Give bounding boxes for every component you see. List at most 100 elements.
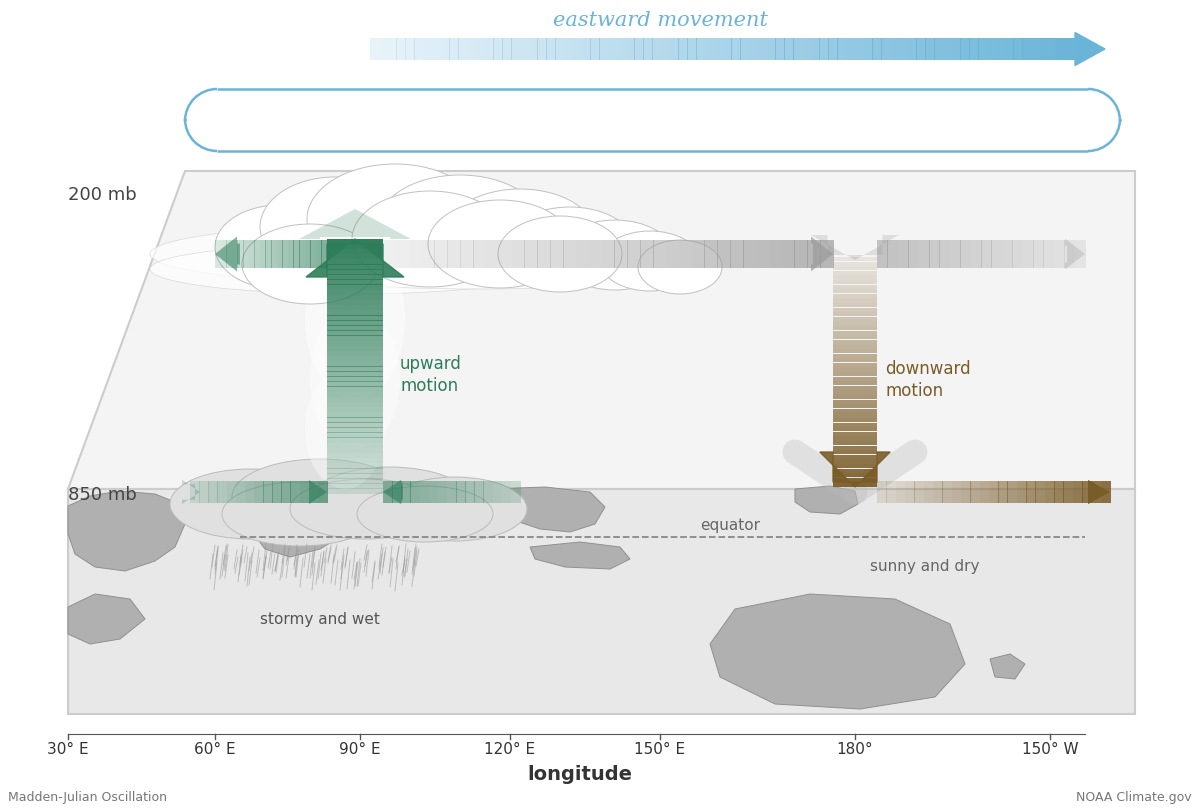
Bar — [833, 437, 877, 441]
Bar — [209, 482, 218, 504]
Bar — [833, 372, 877, 376]
Bar — [328, 356, 383, 362]
Bar — [833, 276, 877, 280]
Bar — [328, 367, 383, 372]
Polygon shape — [490, 487, 605, 532]
Bar — [833, 382, 877, 386]
Bar — [305, 241, 311, 268]
Bar — [925, 39, 935, 61]
Bar — [757, 39, 767, 61]
Bar — [833, 400, 877, 404]
Bar — [1013, 241, 1024, 268]
Bar — [328, 336, 383, 341]
Bar — [833, 405, 877, 409]
Bar — [679, 241, 692, 268]
Bar — [794, 241, 808, 268]
Bar — [998, 482, 1008, 504]
Bar — [940, 241, 950, 268]
Text: Madden-Julian Oscillation: Madden-Julian Oscillation — [8, 790, 167, 803]
Bar — [263, 482, 272, 504]
Text: stormy and wet: stormy and wet — [260, 611, 380, 627]
Bar — [722, 39, 732, 61]
Bar — [924, 482, 934, 504]
Ellipse shape — [358, 487, 493, 543]
Bar — [328, 412, 383, 418]
Bar — [538, 39, 547, 61]
Bar — [328, 255, 383, 260]
Bar — [316, 241, 322, 268]
Ellipse shape — [310, 310, 400, 449]
Bar — [529, 39, 538, 61]
Bar — [661, 39, 670, 61]
Bar — [890, 39, 899, 61]
Ellipse shape — [383, 478, 527, 541]
Bar — [328, 362, 383, 367]
Bar — [934, 39, 943, 61]
Text: 30° E: 30° E — [47, 741, 89, 756]
Bar — [625, 39, 635, 61]
Bar — [1036, 482, 1045, 504]
Bar — [942, 482, 952, 504]
Bar — [718, 241, 731, 268]
Bar — [328, 427, 383, 433]
Bar — [838, 39, 846, 61]
Bar — [833, 272, 877, 276]
Ellipse shape — [260, 246, 700, 290]
Bar — [328, 489, 383, 495]
Bar — [1026, 482, 1036, 504]
Bar — [379, 39, 388, 61]
Bar — [905, 482, 914, 504]
Text: 200 mb: 200 mb — [68, 186, 137, 204]
Bar — [1016, 482, 1027, 504]
Ellipse shape — [222, 483, 378, 547]
Bar — [556, 39, 564, 61]
Bar — [833, 267, 877, 271]
Bar — [833, 331, 877, 335]
Bar — [888, 241, 899, 268]
Bar — [1073, 482, 1082, 504]
Bar — [484, 482, 493, 504]
Bar — [833, 474, 877, 478]
Bar — [802, 39, 811, 61]
Bar — [260, 241, 266, 268]
Bar — [877, 241, 888, 268]
Bar — [833, 427, 877, 431]
Bar — [1039, 39, 1049, 61]
Bar — [392, 482, 402, 504]
Bar — [328, 469, 383, 474]
Bar — [833, 414, 877, 418]
Text: 120° E: 120° E — [485, 741, 535, 756]
Bar — [833, 483, 877, 487]
Bar — [833, 354, 877, 358]
Bar — [248, 241, 254, 268]
Ellipse shape — [308, 467, 472, 538]
Text: 850 mb: 850 mb — [68, 486, 137, 504]
Bar — [793, 39, 803, 61]
Bar — [294, 241, 300, 268]
Bar — [932, 482, 943, 504]
Bar — [511, 241, 524, 268]
Bar — [438, 482, 448, 504]
Bar — [406, 39, 414, 61]
Bar — [914, 482, 924, 504]
Bar — [775, 39, 785, 61]
Ellipse shape — [498, 217, 622, 293]
Bar — [328, 438, 383, 444]
Bar — [328, 239, 383, 245]
Bar — [328, 315, 383, 321]
Bar — [1045, 482, 1055, 504]
Bar — [328, 295, 383, 301]
Polygon shape — [796, 487, 858, 514]
Text: sunny and dry: sunny and dry — [870, 559, 979, 574]
Bar — [288, 241, 294, 268]
Bar — [833, 377, 877, 381]
Bar — [446, 482, 456, 504]
Bar — [908, 241, 919, 268]
Bar — [846, 39, 856, 61]
Ellipse shape — [215, 206, 346, 290]
Bar — [1100, 482, 1110, 504]
Bar — [982, 241, 992, 268]
Bar — [328, 285, 383, 290]
Bar — [833, 451, 877, 455]
Bar — [448, 241, 461, 268]
